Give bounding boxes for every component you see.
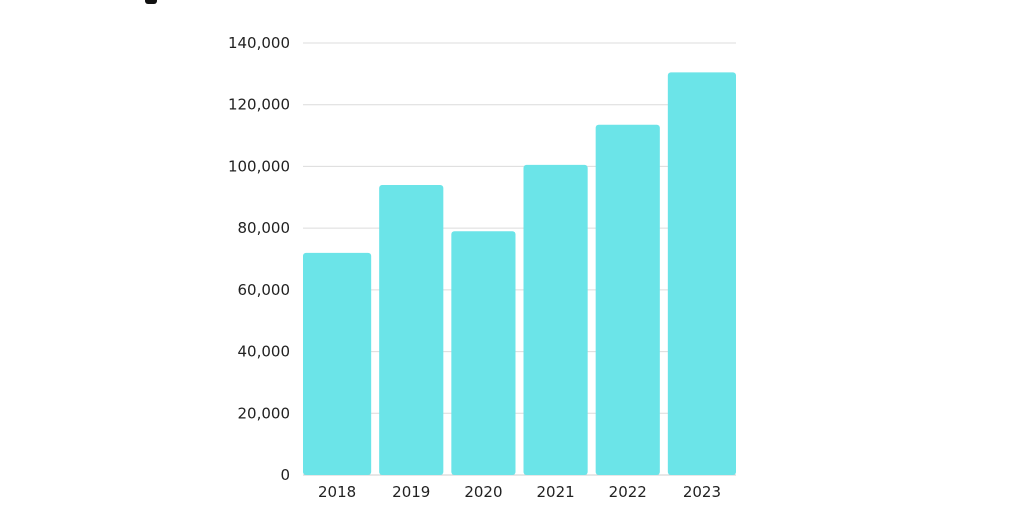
bar-2022: [595, 124, 660, 476]
bar-2023: [667, 72, 736, 476]
y-tick-label: 80,000: [238, 219, 291, 237]
x-tick-label: 2020: [464, 483, 502, 501]
y-tick-label: 40,000: [238, 343, 291, 361]
x-tick-label: 2023: [683, 483, 721, 501]
y-tick-label: 100,000: [228, 157, 290, 175]
y-tick-label: 60,000: [238, 281, 291, 299]
y-axis-ticks: 0 20,000 40,000 60,000 80,000 100,000 120,000 1…: [228, 34, 290, 484]
x-tick-label: 2022: [609, 483, 647, 501]
x-tick-label: 2018: [318, 483, 356, 501]
bar-2021: [523, 164, 588, 475]
bar-2018: [303, 252, 372, 475]
x-tick-label: 2019: [392, 483, 430, 501]
bar-2020: [451, 231, 516, 475]
cropped-title-glyph: [145, 0, 157, 4]
y-tick-label: 20,000: [238, 404, 291, 422]
y-tick-label: 120,000: [228, 96, 290, 114]
bar-2019: [379, 184, 444, 475]
y-tick-label: 0: [280, 466, 290, 484]
x-tick-label: 2021: [536, 483, 574, 501]
gridlines: [303, 42, 736, 476]
x-axis-ticks: 2018 2019 2020 2021 2022 2023: [318, 483, 721, 501]
y-tick-label: 140,000: [228, 34, 290, 52]
bars: [303, 72, 736, 476]
